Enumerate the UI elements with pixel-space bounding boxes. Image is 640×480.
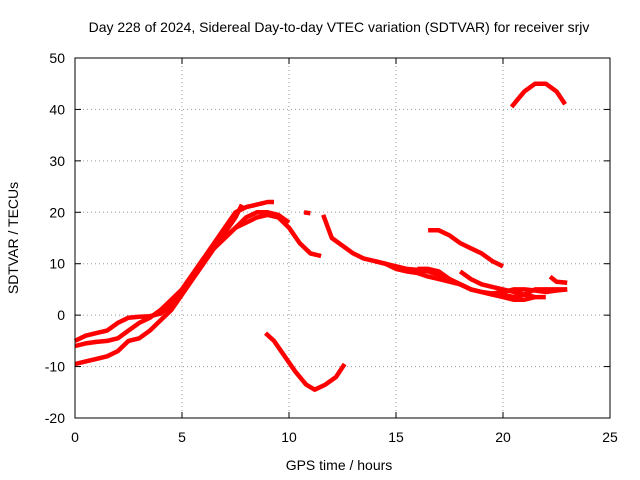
y-tick-label: 0	[57, 307, 65, 323]
series-arc-c	[74, 199, 274, 343]
series-arc-f	[303, 210, 311, 216]
grid	[75, 58, 610, 418]
y-tick-label: 40	[49, 101, 65, 117]
x-tick-label: 15	[388, 429, 404, 445]
x-axis: 0 5 10 15 20 25	[71, 58, 618, 445]
y-axis-label: SDTVAR / TECUs	[5, 182, 21, 294]
y-axis: -20 -10 0 10 20 30 40 50	[45, 50, 610, 426]
series-arc-j	[428, 228, 504, 269]
x-tick-label: 25	[602, 429, 618, 445]
x-tick-label: 10	[281, 429, 297, 445]
y-tick-label: 10	[49, 256, 65, 272]
series-arc-i	[417, 266, 568, 296]
x-tick-label: 5	[178, 429, 186, 445]
series-arc-d	[212, 210, 291, 250]
y-tick-label: 30	[49, 153, 65, 169]
series-arc-e	[263, 331, 347, 392]
y-tick-label: 20	[49, 204, 65, 220]
series-arc-l	[509, 81, 567, 109]
y-tick-label: -10	[45, 359, 65, 375]
x-tick-label: 20	[495, 429, 511, 445]
x-tick-label: 0	[71, 429, 79, 445]
series-arc-k	[458, 269, 546, 300]
y-tick-label: -20	[45, 410, 65, 426]
plot-frame	[74, 57, 611, 419]
y-tick-label: 50	[49, 50, 65, 66]
data-series	[74, 81, 568, 392]
chart-title: Day 228 of 2024, Sidereal Day-to-day VTE…	[89, 19, 590, 35]
series-arc-m	[548, 274, 568, 285]
x-axis-label: GPS time / hours	[286, 457, 393, 473]
